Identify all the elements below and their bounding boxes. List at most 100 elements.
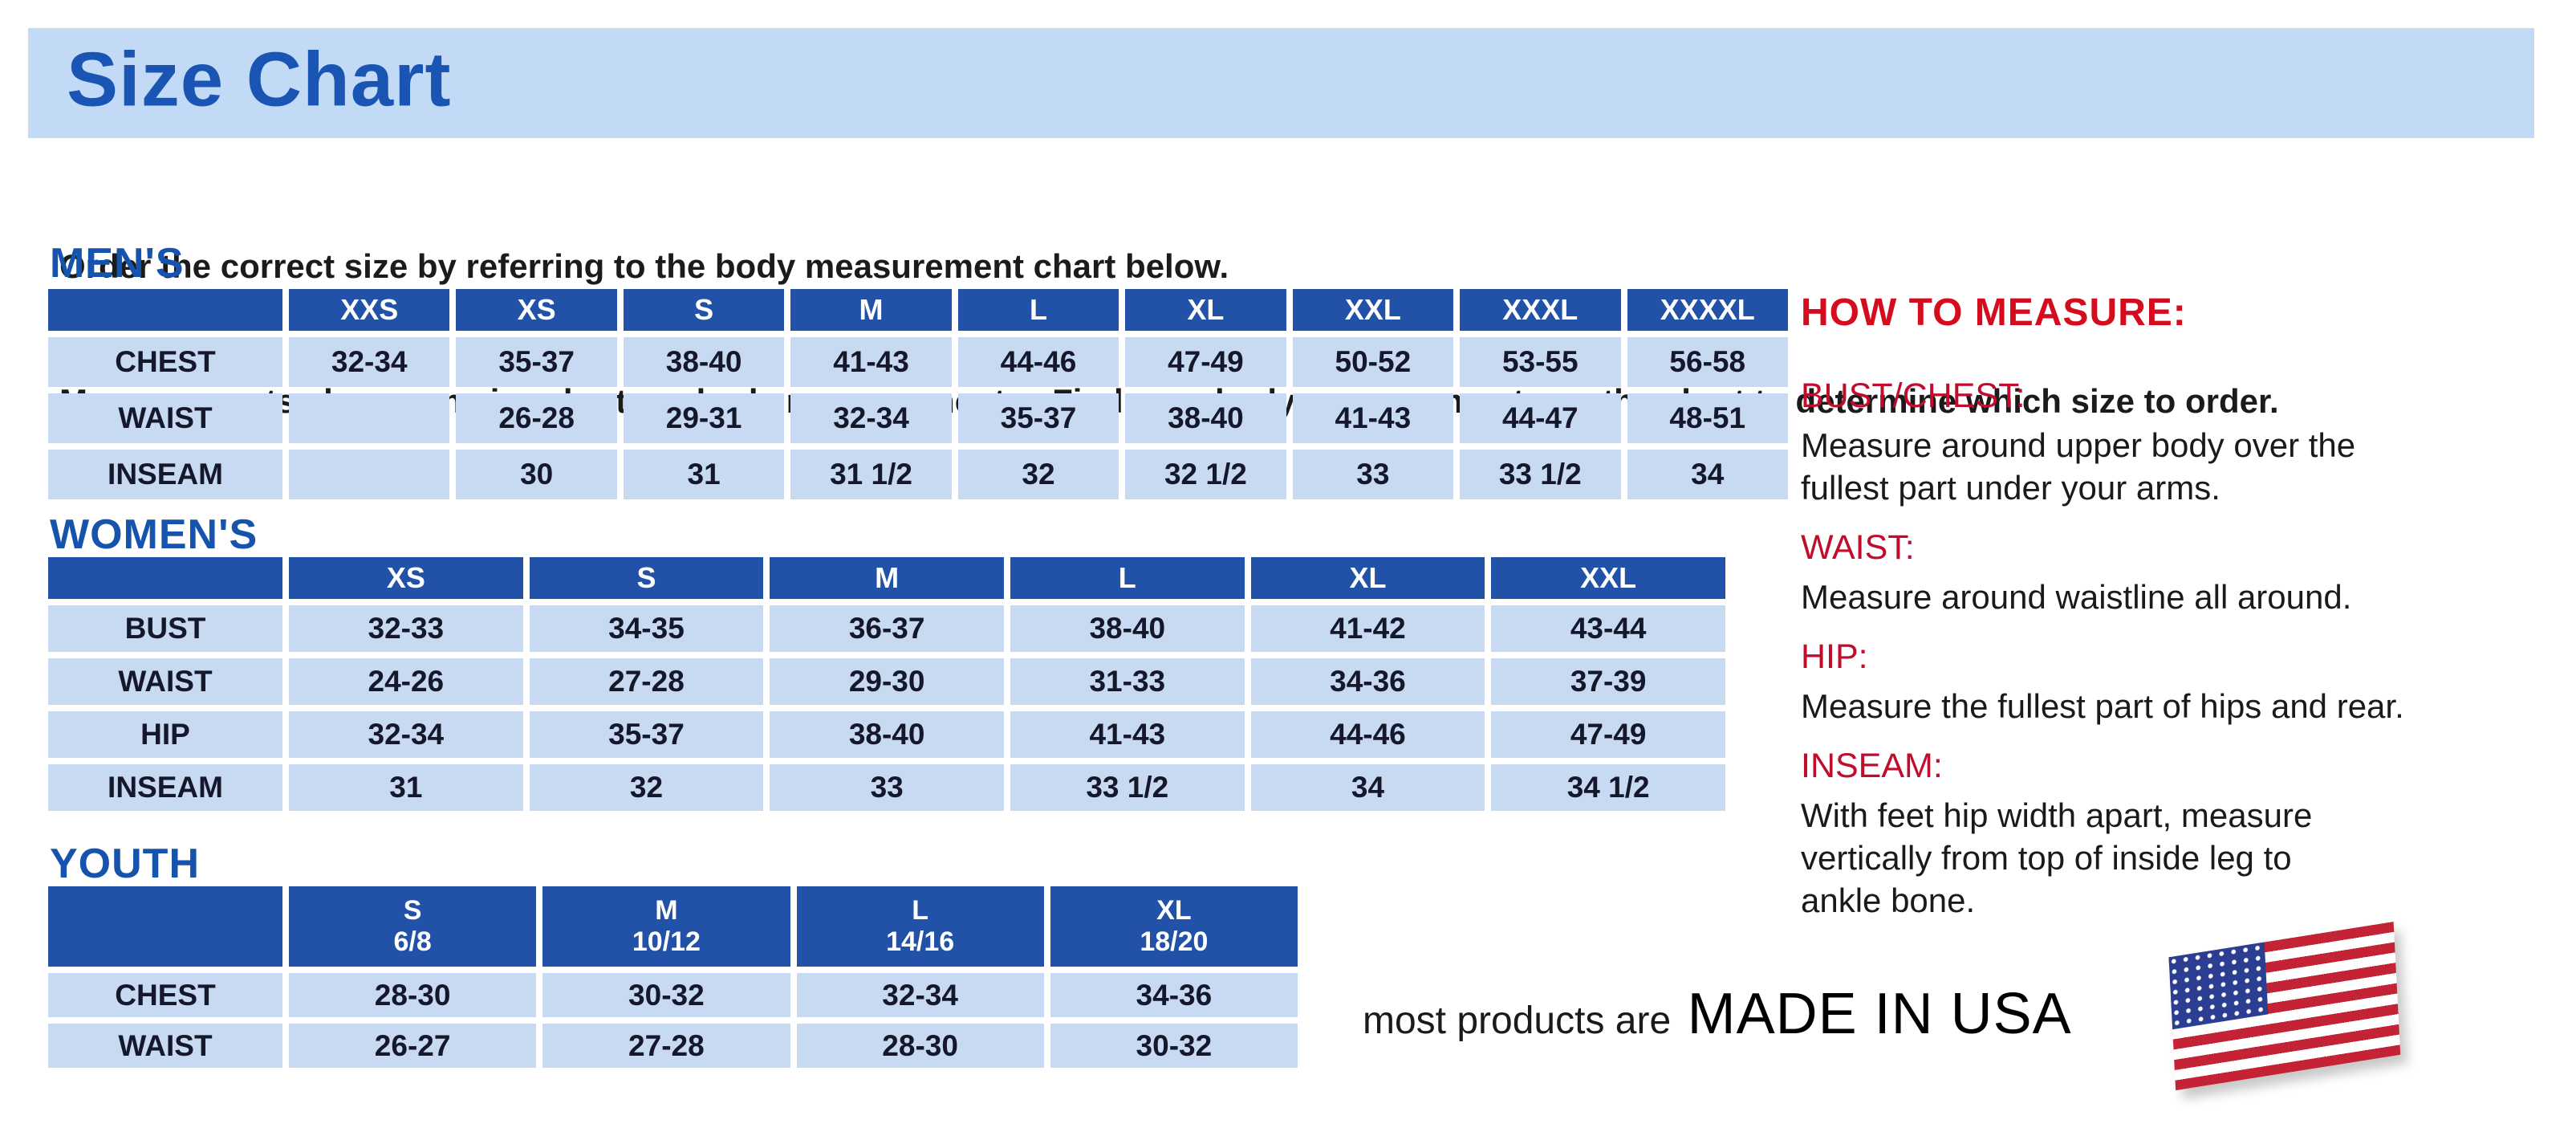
- size-value-cell: 32-34: [289, 711, 523, 758]
- size-value-cell: 35-37: [957, 393, 1119, 443]
- usa-flag-canton: [2168, 942, 2269, 1029]
- size-value-cell: 32 1/2: [1125, 450, 1286, 499]
- size-value-cell: 24-26: [289, 658, 523, 705]
- size-value-cell: 29-30: [770, 658, 1004, 705]
- size-value-cell: 31: [289, 764, 523, 811]
- size-value-cell: 47-49: [1125, 337, 1286, 387]
- measure-item-waist: WAIST: Measure around waistline all arou…: [1801, 528, 2571, 618]
- size-value-cell: 44-47: [1460, 393, 1621, 443]
- size-column-header: L: [957, 289, 1119, 331]
- page-title: Size Chart: [67, 36, 452, 123]
- how-to-measure-heading: HOW TO MEASURE:: [1801, 291, 2187, 334]
- corner-header-cell: [48, 886, 282, 967]
- size-column-header: XXS: [289, 289, 450, 331]
- measurement-row-label: WAIST: [48, 1024, 282, 1068]
- womens-section-heading: WOMEN'S: [50, 511, 258, 558]
- table-row: INSEAM 31 32 33 33 1/2 34 34 1/2: [48, 764, 1725, 811]
- measure-label: BUST/CHEST:: [1801, 377, 2025, 415]
- size-column-header: M: [770, 557, 1004, 599]
- measure-label: INSEAM:: [1801, 747, 1943, 785]
- table-row: CHEST 28-30 30-32 32-34 34-36: [48, 973, 1298, 1017]
- measure-label: HIP:: [1801, 637, 1868, 676]
- size-value-cell: 34 1/2: [1491, 764, 1725, 811]
- measure-text: Measure around upper body over the fulle…: [1801, 426, 2356, 507]
- size-column-header: S 6/8: [289, 886, 537, 967]
- womens-size-table: XS S M L XL XXL BUST 32-33 34-35 36-37 38-40 41-42…: [42, 551, 1732, 817]
- size-column-header: XXXXL: [1627, 289, 1788, 331]
- size-value-cell: 38-40: [770, 711, 1004, 758]
- size-value-cell: 37-39: [1491, 658, 1725, 705]
- size-value-cell: 32: [957, 450, 1119, 499]
- measure-text: Measure around waistline all around.: [1801, 578, 2352, 616]
- measurement-row-label: CHEST: [48, 973, 282, 1017]
- size-value-cell: 30-32: [542, 973, 790, 1017]
- size-column-header: L 14/16: [796, 886, 1044, 967]
- womens-header-row: XS S M L XL XXL: [48, 557, 1725, 599]
- size-value-cell: 32-34: [289, 337, 450, 387]
- size-column-header: XXXL: [1460, 289, 1621, 331]
- size-value-cell: 36-37: [770, 605, 1004, 652]
- measurement-row-label: WAIST: [48, 658, 282, 705]
- measure-text: Measure the fullest part of hips and rea…: [1801, 687, 2404, 725]
- size-value-cell: 29-31: [623, 393, 785, 443]
- table-row: BUST 32-33 34-35 36-37 38-40 41-42 43-44: [48, 605, 1725, 652]
- size-value-cell: 33: [1292, 450, 1454, 499]
- size-value-cell: 28-30: [796, 1024, 1044, 1068]
- size-value-cell: 26-27: [289, 1024, 537, 1068]
- size-column-header: XXL: [1292, 289, 1454, 331]
- table-row: HIP 32-34 35-37 38-40 41-43 44-46 47-49: [48, 711, 1725, 758]
- table-row: WAIST 26-28 29-31 32-34 35-37 38-40 41-43 44-47…: [48, 393, 1788, 443]
- size-column-header: S: [623, 289, 785, 331]
- made-in-usa-line: most products are MADE IN USA: [1363, 981, 2072, 1047]
- corner-header-cell: [48, 557, 282, 599]
- size-value-cell: 50-52: [1292, 337, 1454, 387]
- size-value-cell: 30-32: [1050, 1024, 1298, 1068]
- size-value-cell: 48-51: [1627, 393, 1788, 443]
- youth-header-row: S 6/8 M 10/12 L 14/16 XL 18/20: [48, 886, 1298, 967]
- size-value-cell: 27-28: [529, 658, 764, 705]
- table-row: WAIST 26-27 27-28 28-30 30-32: [48, 1024, 1298, 1068]
- mens-header-row: XXS XS S M L XL XXL XXXL XXXXL: [48, 289, 1788, 331]
- size-column-header: XS: [289, 557, 523, 599]
- size-value-cell: 34-36: [1050, 973, 1298, 1017]
- size-value-cell: 28-30: [289, 973, 537, 1017]
- size-value-cell: 41-43: [1010, 711, 1245, 758]
- size-value-cell: 38-40: [1010, 605, 1245, 652]
- measurement-row-label: HIP: [48, 711, 282, 758]
- size-column-header: S: [529, 557, 764, 599]
- size-value-cell: 34: [1627, 450, 1788, 499]
- size-column-header: M 10/12: [542, 886, 790, 967]
- size-column-header: XL 18/20: [1050, 886, 1298, 967]
- size-value-cell: 43-44: [1491, 605, 1725, 652]
- size-value-cell: 35-37: [456, 337, 617, 387]
- usa-flag-icon: [2161, 921, 2410, 1092]
- mens-section-heading: MEN'S: [50, 240, 185, 287]
- measurement-row-label: CHEST: [48, 337, 282, 387]
- size-value-cell: [289, 393, 450, 443]
- title-banner: Size Chart: [28, 28, 2534, 138]
- size-value-cell: 41-42: [1250, 605, 1485, 652]
- made-in-usa-prefix: most products are: [1363, 1000, 1672, 1042]
- size-value-cell: 41-43: [1292, 393, 1454, 443]
- size-value-cell: 31-33: [1010, 658, 1245, 705]
- measurement-row-label: WAIST: [48, 393, 282, 443]
- size-value-cell: 32: [529, 764, 764, 811]
- size-value-cell: 44-46: [957, 337, 1119, 387]
- size-column-header: XS: [456, 289, 617, 331]
- mens-size-table: XXS XS S M L XL XXL XXXL XXXXL CHEST 32-34 35-37 38…: [42, 283, 1794, 506]
- youth-section-heading: YOUTH: [50, 841, 200, 887]
- measure-item-hip: HIP: Measure the fullest part of hips an…: [1801, 637, 2571, 727]
- size-value-cell: 47-49: [1491, 711, 1725, 758]
- table-row: WAIST 24-26 27-28 29-30 31-33 34-36 37-39: [48, 658, 1725, 705]
- table-row: CHEST 32-34 35-37 38-40 41-43 44-46 47-49 50-52…: [48, 337, 1788, 387]
- measurement-row-label: BUST: [48, 605, 282, 652]
- size-column-header: L: [1010, 557, 1245, 599]
- size-value-cell: 33 1/2: [1010, 764, 1245, 811]
- size-value-cell: 41-43: [790, 337, 952, 387]
- size-value-cell: 31: [623, 450, 785, 499]
- corner-header-cell: [48, 289, 282, 331]
- usa-flag-stripes: [2168, 921, 2401, 1091]
- size-column-header: XL: [1250, 557, 1485, 599]
- size-value-cell: 34-36: [1250, 658, 1485, 705]
